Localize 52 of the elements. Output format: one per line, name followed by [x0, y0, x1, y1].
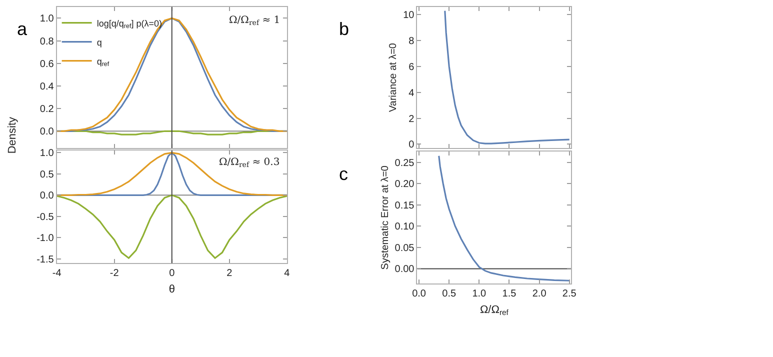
y-axis-title: Density: [6, 116, 19, 154]
y-tick-label: 1.0: [40, 148, 54, 160]
legend-label: q$_{ref}$: [96, 56, 110, 68]
y-tick-label: -1.0: [36, 233, 54, 244]
x-tick-label: 2: [226, 268, 233, 280]
y-tick-label: 0.00: [394, 264, 415, 276]
y-axis-title: Systematic Error at λ=0: [380, 165, 391, 270]
y-tick-label: 0.4: [40, 81, 54, 92]
y-tick-label: -0.5: [36, 212, 54, 223]
x-tick-label: 1.5: [502, 288, 517, 300]
x-tick-label: 1.0: [472, 288, 487, 300]
line-series: [438, 155, 570, 282]
legend-label: log[q/q$_{ref}$] p(λ=0): [96, 18, 162, 30]
x-tick-label: 4: [284, 268, 290, 280]
y-tick-label: 2: [408, 114, 415, 125]
y-tick-label: 0.20: [394, 179, 415, 190]
x-tick-label: 2.5: [562, 288, 577, 300]
y-tick-label: 6: [408, 62, 415, 73]
annotation: Ω/Ω$_{ref}$ ≈ 1: [229, 15, 280, 28]
text: b: [339, 19, 350, 39]
y-tick-label: 0.25: [394, 158, 415, 169]
y-tick-label: 0.05: [394, 242, 415, 254]
x-tick-label: -2: [110, 268, 120, 280]
text: a: [17, 19, 28, 39]
y-tick-label: 1.0: [40, 14, 54, 25]
y-tick-label: 0.5: [40, 169, 54, 180]
y-tick-label: 10: [403, 10, 415, 22]
line-series: [56, 152, 287, 196]
line-series: [56, 194, 287, 259]
y-tick-label: 0.2: [40, 104, 54, 116]
y-tick-label: 0.0: [40, 126, 54, 138]
y-tick-label: 8: [408, 36, 415, 48]
y-tick-label: -1.5: [36, 254, 54, 266]
line-series: [444, 10, 570, 144]
y-tick-label: 0.6: [40, 58, 54, 70]
annotation: Ω/Ω$_{ref}$ ≈ 0.3: [219, 157, 280, 170]
x-tick-label: 0: [169, 268, 176, 280]
legend-label: q: [96, 37, 102, 48]
x-axis-title: θ: [168, 283, 175, 296]
x-tick-label: 0.5: [442, 288, 456, 300]
text: c: [339, 164, 348, 184]
x-axis-title: Ω/Ω$_{ref}$: [480, 304, 510, 318]
x-tick-label: 2.0: [532, 288, 547, 300]
y-tick-label: 4: [408, 88, 415, 99]
line-series: [56, 17, 287, 132]
x-tick-label: -4: [52, 268, 62, 280]
y-axis-title: Variance at λ=0: [388, 42, 400, 112]
y-tick-label: 0.0: [40, 190, 54, 202]
y-tick-label: 0: [408, 140, 415, 151]
y-tick-label: 0.8: [40, 36, 54, 48]
y-tick-label: 0.15: [394, 200, 415, 212]
y-tick-label: 0.10: [394, 222, 415, 233]
